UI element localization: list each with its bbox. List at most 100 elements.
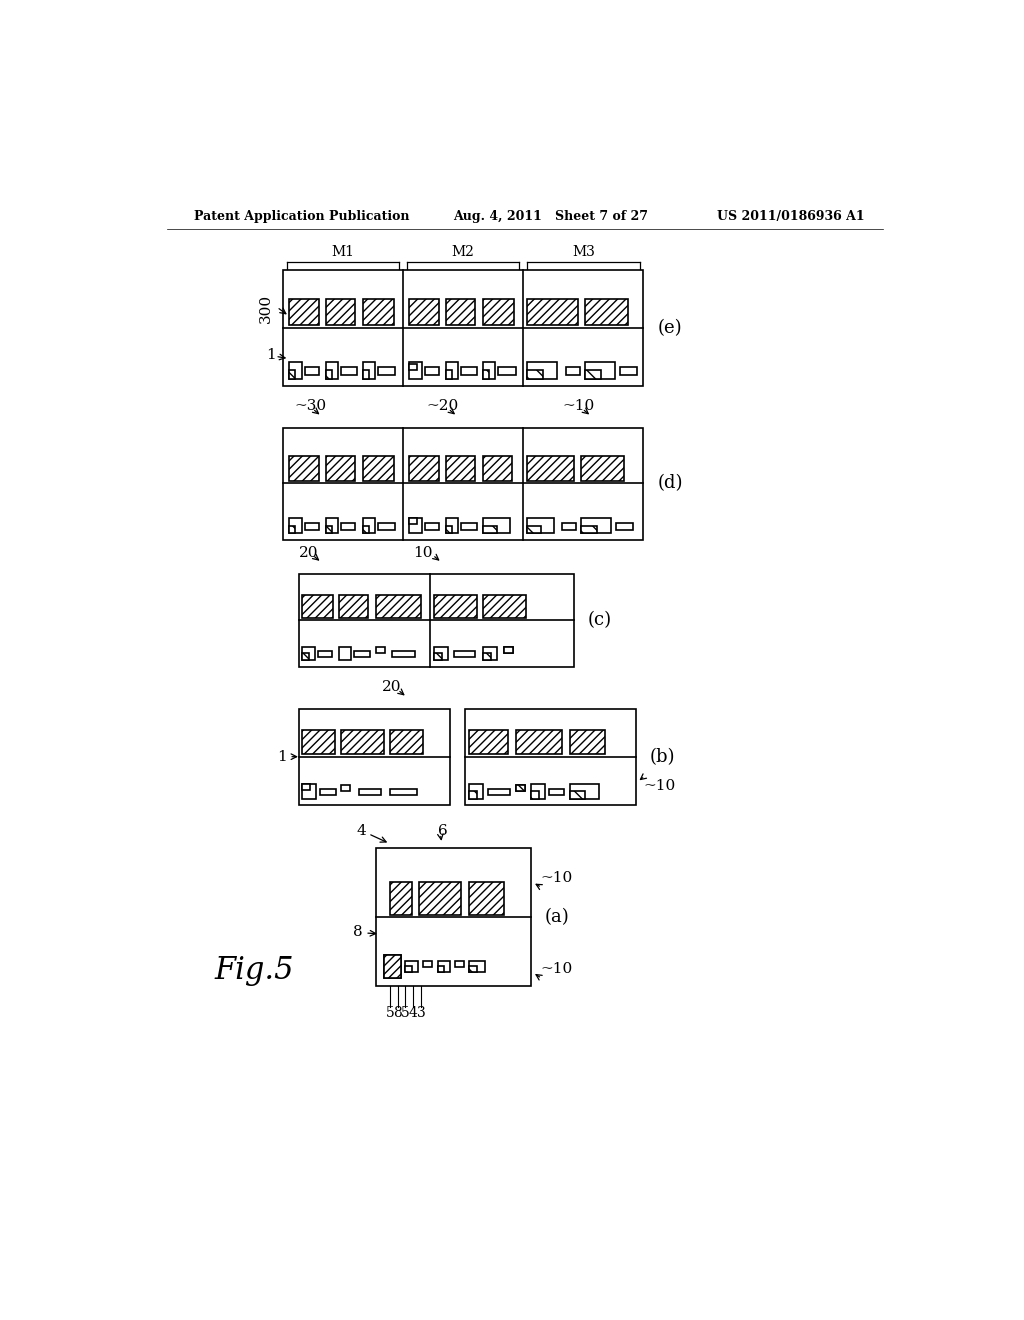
Bar — [317, 651, 332, 657]
Bar — [504, 647, 513, 653]
Bar — [445, 525, 452, 533]
Bar — [326, 298, 355, 326]
Bar — [483, 647, 497, 660]
Bar — [305, 367, 318, 375]
Bar — [434, 647, 449, 660]
Bar — [302, 647, 314, 660]
Bar — [445, 298, 475, 326]
Bar — [445, 455, 475, 480]
Bar — [504, 647, 513, 653]
Bar — [326, 455, 355, 480]
Text: 1: 1 — [266, 347, 275, 362]
Bar — [469, 784, 483, 799]
Bar — [527, 517, 554, 533]
Text: Fig.5: Fig.5 — [215, 956, 294, 986]
Bar — [465, 709, 636, 805]
Text: M3: M3 — [571, 246, 595, 259]
Text: 5: 5 — [386, 1006, 394, 1020]
Bar — [425, 524, 438, 529]
Bar — [425, 367, 438, 375]
Text: 4: 4 — [356, 824, 367, 838]
Bar — [454, 651, 475, 657]
Bar — [326, 363, 338, 379]
Bar — [289, 455, 318, 480]
Bar — [483, 595, 525, 618]
Bar — [531, 792, 539, 799]
Bar — [341, 367, 356, 375]
Text: ~10: ~10 — [562, 400, 594, 413]
Text: 10: 10 — [414, 545, 433, 560]
Bar — [434, 595, 477, 618]
Text: 4: 4 — [409, 1006, 418, 1020]
Text: 20: 20 — [299, 545, 318, 560]
Bar — [341, 785, 350, 792]
Text: 8: 8 — [352, 925, 362, 940]
Bar — [302, 784, 310, 789]
Bar — [321, 789, 336, 795]
Text: ~10: ~10 — [541, 962, 572, 977]
Bar — [362, 525, 369, 533]
Text: (e): (e) — [657, 319, 682, 337]
Bar — [391, 651, 415, 657]
Text: 8: 8 — [393, 1006, 402, 1020]
Bar — [461, 524, 477, 529]
Bar — [438, 961, 451, 973]
Bar — [438, 966, 444, 973]
Bar — [305, 524, 318, 529]
Bar — [445, 517, 458, 533]
Bar — [515, 730, 562, 755]
Bar — [376, 595, 421, 618]
Bar — [562, 524, 575, 529]
Text: (b): (b) — [649, 747, 675, 766]
Bar — [410, 455, 438, 480]
Bar — [419, 882, 461, 915]
Bar — [390, 789, 417, 795]
Bar — [621, 367, 637, 375]
Bar — [341, 730, 384, 755]
Bar — [469, 961, 484, 973]
Bar — [299, 574, 573, 667]
Bar — [362, 370, 369, 379]
Bar — [469, 730, 508, 755]
Text: (c): (c) — [588, 611, 611, 630]
Bar — [515, 785, 524, 792]
Bar — [616, 524, 633, 529]
Bar — [341, 524, 355, 529]
Bar — [289, 525, 295, 533]
Text: ~30: ~30 — [295, 400, 327, 413]
Bar — [362, 298, 394, 326]
Text: 1: 1 — [276, 750, 287, 764]
Bar — [569, 730, 604, 755]
Bar — [378, 367, 395, 375]
Text: Patent Application Publication: Patent Application Publication — [194, 210, 410, 223]
Text: (d): (d) — [657, 474, 683, 492]
Bar — [362, 517, 375, 533]
Bar — [384, 956, 400, 978]
Bar — [289, 370, 295, 379]
Bar — [410, 363, 422, 379]
Text: 5: 5 — [401, 1006, 410, 1020]
Bar — [515, 785, 524, 792]
Bar — [299, 709, 450, 805]
Bar — [531, 784, 545, 799]
Bar — [302, 653, 308, 660]
Bar — [461, 367, 477, 375]
Bar — [527, 525, 541, 533]
Text: 300: 300 — [259, 294, 273, 323]
Bar — [302, 595, 334, 618]
Bar — [455, 961, 464, 966]
Text: Aug. 4, 2011   Sheet 7 of 27: Aug. 4, 2011 Sheet 7 of 27 — [454, 210, 648, 223]
Text: ~10: ~10 — [643, 779, 676, 793]
Bar — [410, 517, 417, 524]
Bar — [586, 298, 628, 326]
Bar — [549, 789, 564, 795]
Bar — [527, 363, 557, 379]
Bar — [586, 370, 601, 379]
Text: M2: M2 — [452, 246, 475, 259]
Bar — [378, 524, 395, 529]
Text: 3: 3 — [417, 1006, 425, 1020]
Bar — [302, 784, 316, 799]
Bar — [326, 517, 338, 533]
Bar — [527, 298, 578, 326]
Bar — [469, 882, 504, 915]
